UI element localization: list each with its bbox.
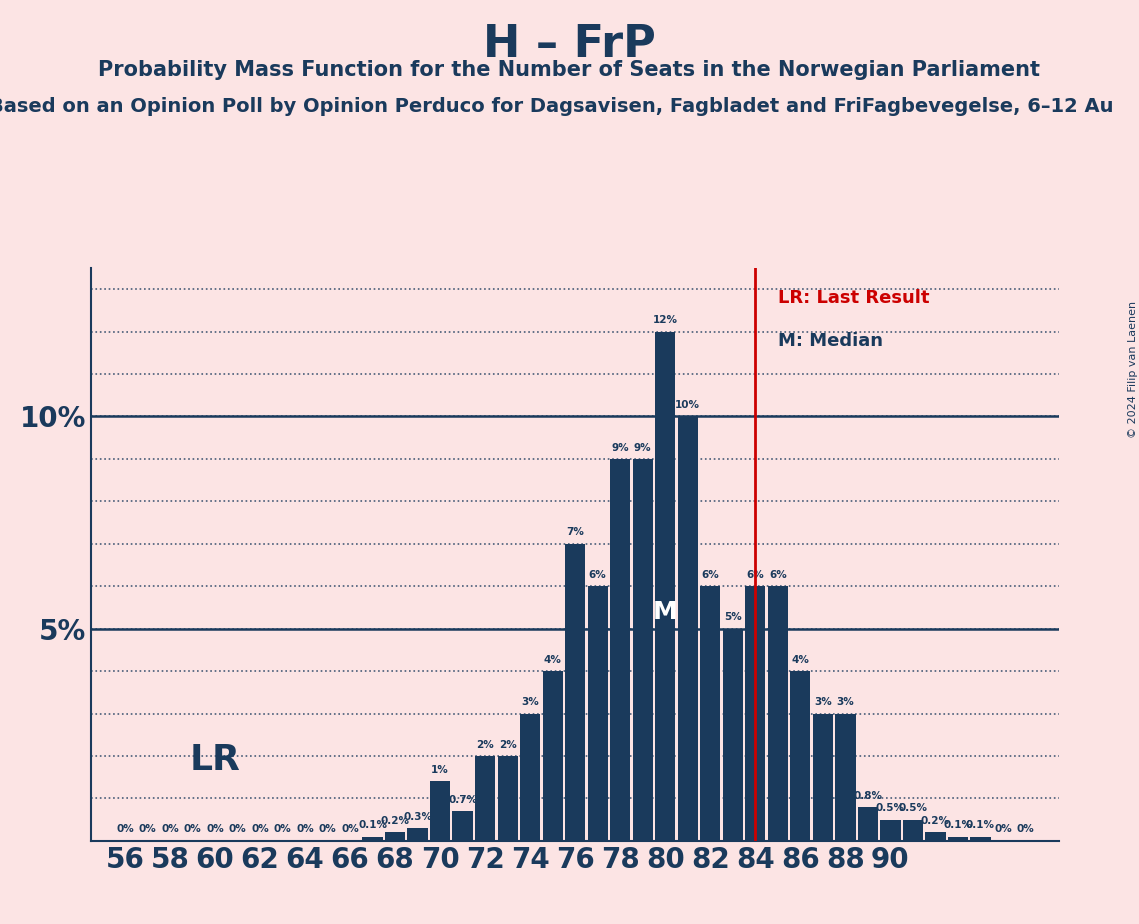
Text: 0%: 0% xyxy=(139,824,156,834)
Text: 4%: 4% xyxy=(543,655,562,664)
Text: 0%: 0% xyxy=(994,824,1011,834)
Text: 0%: 0% xyxy=(206,824,224,834)
Text: 3%: 3% xyxy=(814,698,831,707)
Text: 0.1%: 0.1% xyxy=(358,821,387,831)
Text: 6%: 6% xyxy=(769,570,787,580)
Bar xyxy=(745,586,765,841)
Bar xyxy=(632,459,653,841)
Bar xyxy=(408,828,428,841)
Bar xyxy=(768,586,788,841)
Text: 6%: 6% xyxy=(589,570,607,580)
Bar xyxy=(542,671,563,841)
Bar xyxy=(429,782,450,841)
Bar xyxy=(835,713,855,841)
Bar xyxy=(903,820,923,841)
Text: 6%: 6% xyxy=(746,570,764,580)
Text: 5%: 5% xyxy=(724,613,741,622)
Text: 0.1%: 0.1% xyxy=(966,821,995,831)
Bar xyxy=(722,628,743,841)
Text: 10%: 10% xyxy=(675,400,700,410)
Text: 0%: 0% xyxy=(183,824,202,834)
Text: 3%: 3% xyxy=(836,698,854,707)
Bar xyxy=(880,820,901,841)
Text: 0.3%: 0.3% xyxy=(403,812,432,821)
Text: 2%: 2% xyxy=(499,739,516,749)
Text: 4%: 4% xyxy=(792,655,810,664)
Text: 0.2%: 0.2% xyxy=(921,816,950,826)
Bar xyxy=(700,586,720,841)
Bar xyxy=(678,417,698,841)
Bar xyxy=(362,836,383,841)
Text: 0.5%: 0.5% xyxy=(899,803,927,813)
Text: 0.2%: 0.2% xyxy=(380,816,410,826)
Bar xyxy=(498,756,518,841)
Bar xyxy=(385,833,405,841)
Bar xyxy=(790,671,811,841)
Text: 9%: 9% xyxy=(612,443,629,453)
Text: H – FrP: H – FrP xyxy=(483,23,656,67)
Bar xyxy=(475,756,495,841)
Text: M: Median: M: Median xyxy=(778,332,883,349)
Text: 9%: 9% xyxy=(634,443,652,453)
Bar xyxy=(565,544,585,841)
Text: © 2024 Filip van Laenen: © 2024 Filip van Laenen xyxy=(1129,301,1138,438)
Text: 0%: 0% xyxy=(161,824,179,834)
Text: 6%: 6% xyxy=(702,570,719,580)
Text: 0%: 0% xyxy=(251,824,269,834)
Text: 12%: 12% xyxy=(653,315,678,325)
Text: LR: LR xyxy=(189,743,240,777)
Bar xyxy=(611,459,630,841)
Bar xyxy=(925,833,945,841)
Bar xyxy=(521,713,540,841)
Text: 0.8%: 0.8% xyxy=(853,791,883,800)
Bar xyxy=(588,586,608,841)
Bar xyxy=(948,836,968,841)
Bar xyxy=(655,332,675,841)
Bar xyxy=(970,836,991,841)
Bar xyxy=(813,713,833,841)
Text: 0%: 0% xyxy=(319,824,336,834)
Text: 0%: 0% xyxy=(342,824,359,834)
Text: 0.1%: 0.1% xyxy=(943,821,973,831)
Text: 0%: 0% xyxy=(1017,824,1034,834)
Text: 0%: 0% xyxy=(116,824,133,834)
Text: 0%: 0% xyxy=(273,824,292,834)
Text: 7%: 7% xyxy=(566,528,584,538)
Bar xyxy=(452,811,473,841)
Text: LR: Last Result: LR: Last Result xyxy=(778,289,929,307)
Text: Probability Mass Function for the Number of Seats in the Norwegian Parliament: Probability Mass Function for the Number… xyxy=(98,60,1041,80)
Bar xyxy=(858,807,878,841)
Text: 0%: 0% xyxy=(296,824,314,834)
Text: 1%: 1% xyxy=(432,765,449,775)
Text: 0.7%: 0.7% xyxy=(448,795,477,805)
Text: 0.5%: 0.5% xyxy=(876,803,904,813)
Text: 0%: 0% xyxy=(229,824,246,834)
Text: 2%: 2% xyxy=(476,739,494,749)
Text: Based on an Opinion Poll by Opinion Perduco for Dagsavisen, Fagbladet and FriFag: Based on an Opinion Poll by Opinion Perd… xyxy=(0,97,1113,116)
Text: 3%: 3% xyxy=(522,698,539,707)
Text: M: M xyxy=(653,600,678,624)
